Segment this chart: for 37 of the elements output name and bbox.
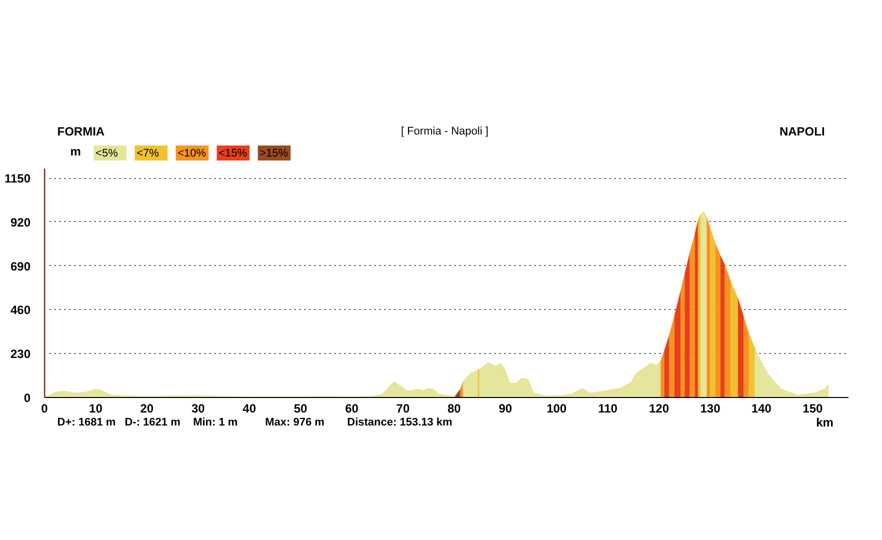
chart-title: [ Formia - Napoli ] <box>400 126 488 138</box>
x-tick-label: 10 <box>89 402 103 416</box>
x-tick-label: 20 <box>140 402 154 416</box>
text: <5% <box>96 148 118 160</box>
x-tick-label: 50 <box>294 402 308 416</box>
x-axis-title: km <box>816 416 834 430</box>
x-tick-label: 40 <box>242 402 256 416</box>
y-tick-label: 460 <box>10 303 31 318</box>
text: >15% <box>260 148 288 160</box>
x-tick-label: 100 <box>546 402 567 416</box>
text: NAPOLI <box>779 124 825 138</box>
text: D-: 1621 m <box>124 416 181 428</box>
text: Max: 976 m <box>265 416 325 428</box>
text: Min: 1 m <box>193 416 238 428</box>
x-tick-label: 140 <box>751 402 772 416</box>
text: FORMIA <box>57 124 105 138</box>
text: <15% <box>218 148 248 160</box>
x-tick-label: 80 <box>448 402 462 416</box>
x-tick-label: 30 <box>191 402 206 416</box>
y-tick-label: 1150 <box>4 172 31 186</box>
x-tick-label: 120 <box>649 402 670 416</box>
text: <10% <box>178 148 206 160</box>
y-axis-title: m <box>70 144 81 158</box>
y-tick-label: 0 <box>24 391 31 405</box>
x-tick-label: 150 <box>802 402 823 416</box>
y-tick-label: 230 <box>10 347 31 362</box>
text: <7% <box>136 148 160 160</box>
x-tick-label: 70 <box>396 402 410 416</box>
text: Distance: 153.13 km <box>347 416 453 428</box>
x-tick-label: 110 <box>598 402 618 416</box>
y-tick-label: 920 <box>10 215 31 230</box>
text: D+: 1681 m <box>57 416 116 428</box>
y-tick-label: 690 <box>10 259 31 274</box>
x-tick-label: 60 <box>345 402 359 416</box>
x-tick-label: 130 <box>700 402 721 416</box>
x-tick-label: 0 <box>41 402 48 416</box>
x-tick-label: 90 <box>498 402 512 416</box>
